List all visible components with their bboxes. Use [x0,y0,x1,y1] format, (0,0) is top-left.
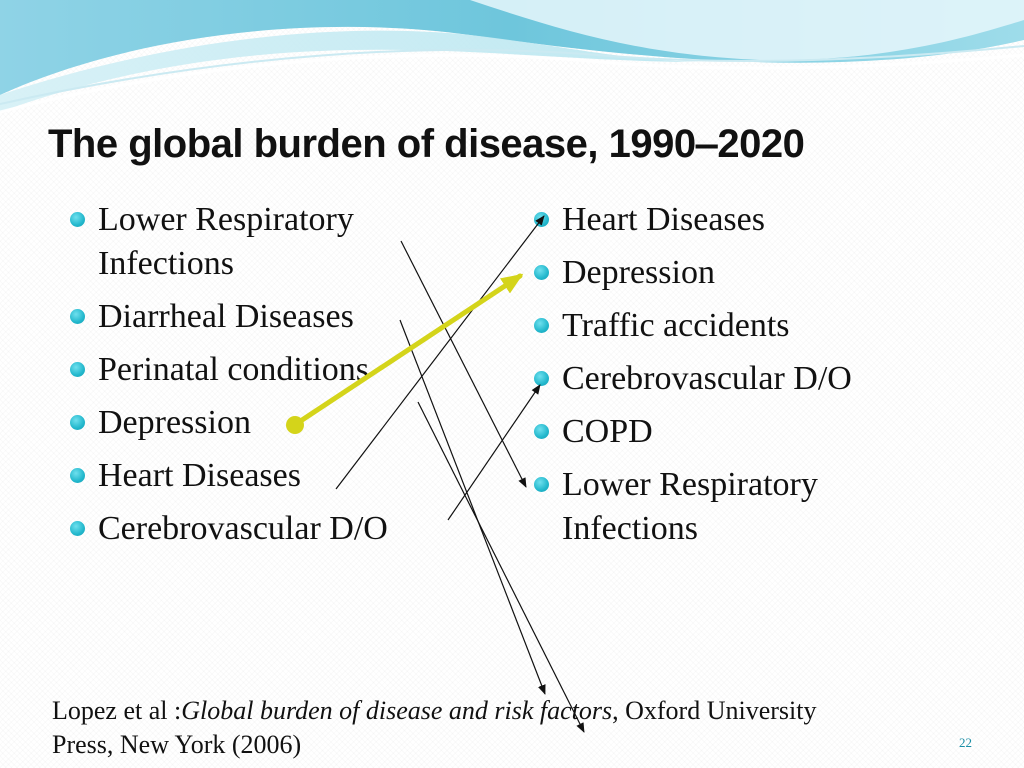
citation-suffix: , Oxford University Press, New York (200… [52,696,817,759]
list-item-label: Lower Respiratory Infections [98,201,354,282]
list-item: Lower Respiratory Infections [70,198,450,286]
list-item-label: Lower Respiratory Infections [562,466,818,547]
list-item: Lower Respiratory Infections [534,463,954,551]
list-item-label: COPD [562,413,653,450]
list-item-label: Diarrheal Diseases [98,298,354,335]
left-list-1990: Lower Respiratory Infections Diarrheal D… [70,198,450,560]
list-item-label: Depression [98,404,251,441]
list-item-label: Heart Diseases [562,201,765,238]
list-item-label: Cerebrovascular D/O [562,360,852,397]
header-wave-decoration [0,0,1024,114]
list-item: COPD [534,410,954,454]
list-item-label: Depression [562,254,715,291]
list-item: Perinatal conditions [70,348,450,392]
list-item: Traffic accidents [534,304,954,348]
list-item: Diarrheal Diseases [70,295,450,339]
list-item-label: Perinatal conditions [98,351,370,388]
list-item-label: Traffic accidents [562,307,790,344]
list-item: Depression [70,401,450,445]
right-list-2020: Heart Diseases Depression Traffic accide… [534,198,954,560]
citation-prefix: Lopez et al : [52,696,182,725]
list-item: Heart Diseases [534,198,954,242]
list-item: Heart Diseases [70,454,450,498]
list-item: Cerebrovascular D/O [534,357,954,401]
slide-title: The global burden of disease, 1990‒2020 [48,122,805,166]
list-item-label: Cerebrovascular D/O [98,510,388,547]
page-number: 22 [959,735,972,750]
list-item: Cerebrovascular D/O [70,507,450,551]
list-item-label: Heart Diseases [98,457,301,494]
citation: Lopez et al :Global burden of disease an… [52,694,832,762]
citation-title: Global burden of disease and risk factor… [181,696,613,725]
list-item: Depression [534,251,954,295]
